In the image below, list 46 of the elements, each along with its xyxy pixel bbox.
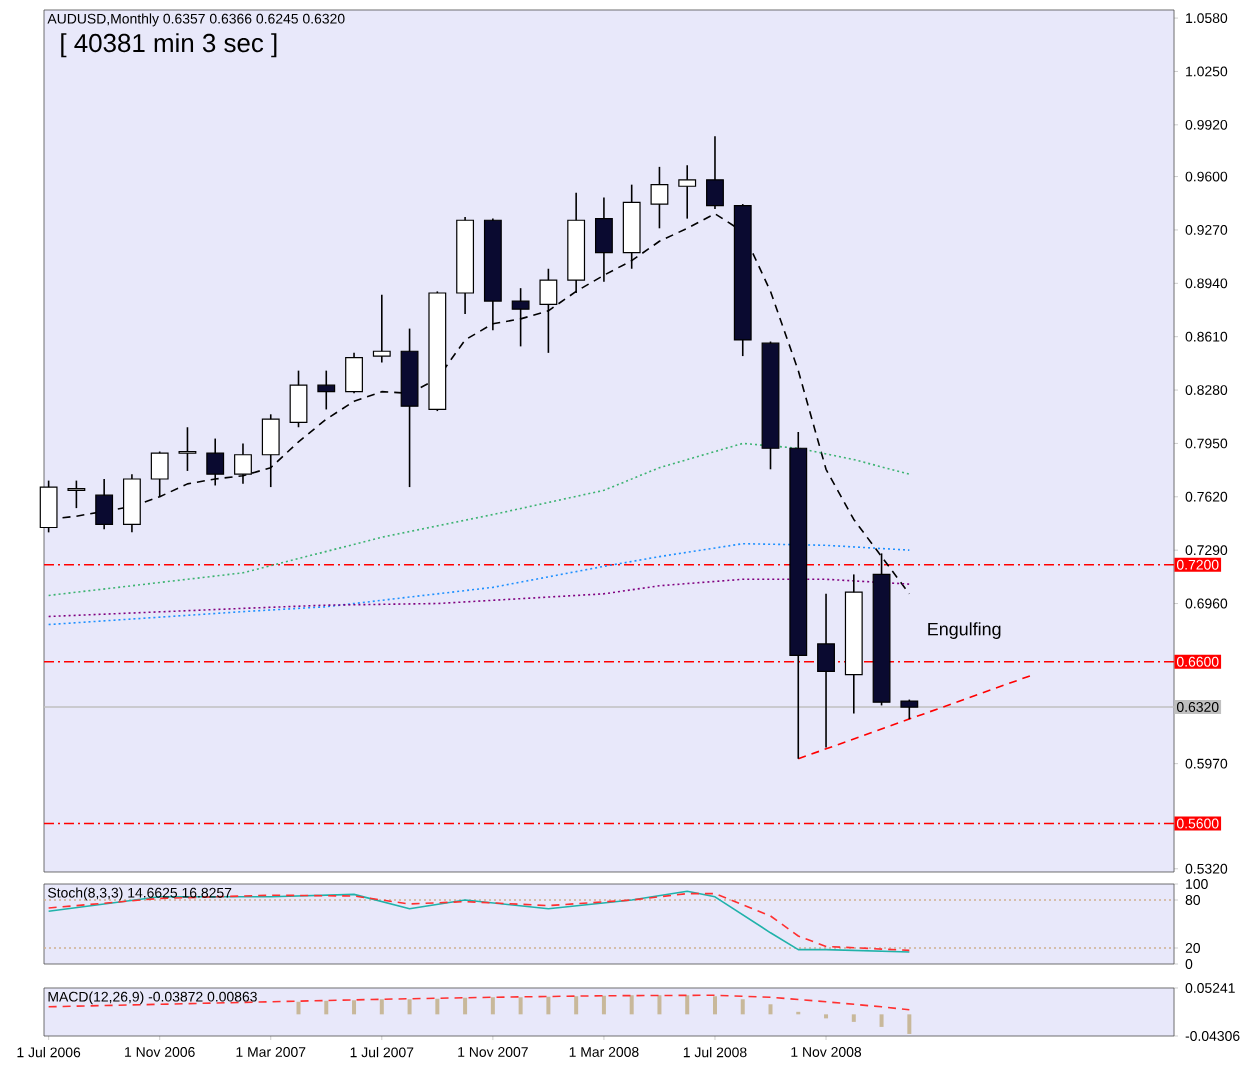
candlestick	[539, 267, 558, 354]
candlestick	[317, 369, 336, 411]
bar	[352, 1000, 357, 1015]
line-series	[47, 578, 911, 618]
candlestick	[39, 479, 58, 534]
bar	[768, 1004, 773, 1015]
candlestick	[178, 426, 197, 472]
candlestick	[678, 164, 697, 220]
candlestick	[345, 352, 363, 395]
bar	[407, 999, 412, 1015]
bar	[379, 999, 384, 1015]
candlestick	[206, 437, 225, 487]
text: [ 40381 min 3 sec ]	[61, 33, 277, 58]
candlestick	[67, 479, 86, 509]
candlestick	[122, 473, 141, 534]
bar	[518, 997, 523, 1015]
candlestick	[650, 166, 669, 230]
bar	[851, 1014, 856, 1022]
bar	[657, 995, 662, 1015]
line-series	[47, 442, 911, 597]
bar	[490, 997, 495, 1015]
candlestick	[289, 369, 308, 429]
bar	[740, 999, 745, 1015]
bar	[296, 1001, 301, 1015]
bar	[463, 997, 468, 1015]
candlestick	[95, 478, 114, 530]
annotation: Engulfing	[928, 622, 1001, 639]
bar	[574, 996, 579, 1015]
candlestick	[261, 413, 280, 488]
line-series	[47, 994, 911, 1011]
bar	[907, 1014, 912, 1034]
bar	[601, 995, 606, 1015]
candlestick	[372, 293, 391, 364]
bar	[629, 995, 634, 1015]
bar	[685, 995, 690, 1015]
candlestick	[511, 287, 530, 348]
candlestick	[817, 593, 835, 749]
candlestick	[150, 450, 169, 498]
bar	[546, 996, 551, 1015]
line-series	[47, 542, 911, 626]
bar	[879, 1014, 884, 1027]
candlestick	[706, 135, 724, 210]
candlestick	[234, 442, 252, 485]
bar	[712, 996, 717, 1015]
bar	[324, 1000, 329, 1015]
bar	[435, 998, 440, 1015]
